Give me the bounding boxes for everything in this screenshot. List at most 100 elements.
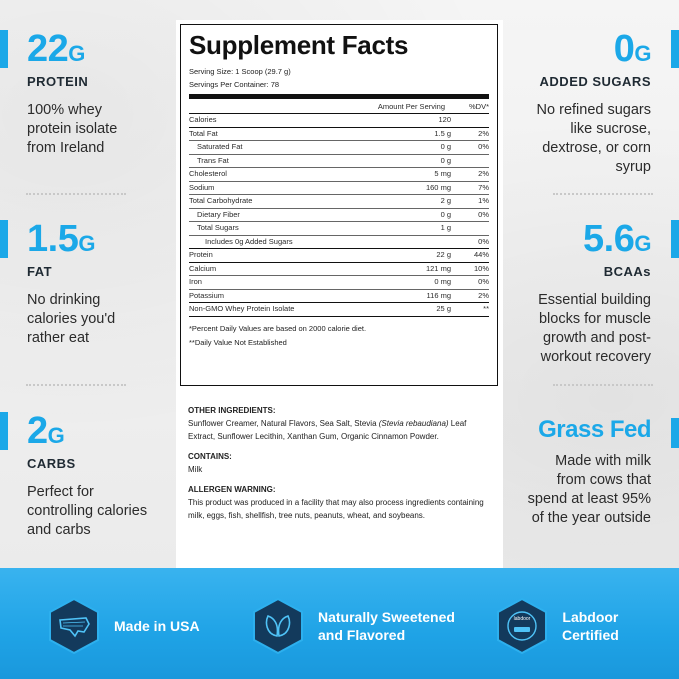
nutrient-amount: 25 g <box>436 304 451 313</box>
label-panel: Supplement Facts Serving Size: 1 Scoop (… <box>176 20 503 570</box>
stat-value: 5.6 <box>583 218 635 260</box>
nutrient-name: Total Fat <box>189 128 218 138</box>
stat-unit: G <box>47 423 65 448</box>
stat-desc: No drinking calories you'd rather eat <box>27 292 116 346</box>
facts-row: Includes 0g Added Sugars 0% <box>189 236 489 249</box>
facts-row: Cholesterol 5 mg 2% <box>189 168 489 182</box>
divider <box>189 94 489 99</box>
nutrient-amount: 160 mg <box>425 182 451 192</box>
nutrient-amount <box>391 236 451 249</box>
nutrient-dv: 10% <box>473 263 489 273</box>
badge-label: Made in USA <box>114 618 200 634</box>
nutrient-dv: ** <box>483 304 489 313</box>
stat-value: Grass Fed <box>538 416 651 443</box>
facts-header: Amount Per Serving %DV* <box>189 99 489 114</box>
stat-desc: No refined sugars like sucrose, dextrose, … <box>536 102 651 175</box>
stat-unit: G <box>68 41 85 66</box>
stat-value: 2 <box>27 410 48 452</box>
leaf-icon <box>252 598 304 654</box>
svg-text:labdoor: labdoor <box>514 616 531 622</box>
nutrient-name: Potassium <box>189 290 225 300</box>
stat-fat: 1.5G FAT No drinking calories you'd rather… <box>0 218 187 348</box>
badge-band: Made in USA Naturally Sweetened and Flavo… <box>0 568 679 679</box>
divider <box>26 384 126 386</box>
nutrient-dv: 0% <box>478 209 489 219</box>
nutrient-dv: 2% <box>478 169 489 178</box>
stat-label: ADDED SUGARS <box>539 74 651 89</box>
nutrient-dv: 0% <box>478 236 489 246</box>
nutrient-amount: 1 g <box>440 223 451 232</box>
accent-tick <box>671 220 679 258</box>
stat-label: PROTEIN <box>27 74 89 89</box>
serving-info: Serving Size: 1 Scoop (29.7 g) Servings … <box>189 65 489 91</box>
nutrient-dv <box>451 114 489 127</box>
stat-label: FAT <box>27 264 53 279</box>
facts-row: Total Sugars 1 g <box>189 222 489 236</box>
nutrient-dv: 7% <box>478 182 489 192</box>
divider <box>553 384 653 386</box>
nutrient-dv: 44% <box>473 250 489 259</box>
nutrient-dv <box>451 222 489 235</box>
nutrient-amount: 120 <box>438 115 451 124</box>
stat-grass-fed: Grass Fed Made with milk from cows that sp… <box>481 416 679 528</box>
nutrient-name: Total Sugars <box>197 223 239 232</box>
facts-title: Supplement Facts <box>189 30 409 60</box>
stat-desc: Perfect for controlling calories and carbs <box>27 484 148 538</box>
facts-footnotes: *Percent Daily Values are based on 2000 … <box>189 323 367 347</box>
servings-per-container: Servings Per Container: 78 <box>189 80 280 89</box>
facts-row: Total Carbohydrate 2 g 1% <box>189 195 489 209</box>
nutrient-name: Saturated Fat <box>197 142 243 151</box>
accent-tick <box>671 418 679 448</box>
facts-row: Non-GMO Whey Protein Isolate 25 g ** <box>189 303 489 317</box>
supplement-facts-table: Supplement Facts Serving Size: 1 Scoop (… <box>180 24 498 386</box>
nutrient-amount: 0 mg <box>434 277 451 286</box>
nutrient-dv: 0% <box>478 142 489 151</box>
stat-unit: G <box>78 231 95 256</box>
accent-tick <box>0 412 8 450</box>
badge-made-in-usa: Made in USA <box>48 598 200 654</box>
nutrient-name: Calcium <box>189 263 217 273</box>
facts-rows: Calories 120 Total Fat 1.5 g 2% Saturated Fat… <box>189 114 489 317</box>
nutrient-dv: 1% <box>478 196 489 205</box>
stat-desc: 100% whey protein isolate from Ireland <box>27 102 118 156</box>
nutrient-dv: 2% <box>478 290 489 300</box>
nutrient-amount: 1.5 g <box>434 128 451 138</box>
other-ingredients-text: Sunflower Creamer, Natural Flavors, Sea … <box>188 419 467 441</box>
facts-row: Calcium 121 mg 10% <box>189 263 489 276</box>
nutrient-name: Iron <box>189 277 202 286</box>
nutrient-amount: 0 g <box>440 142 451 151</box>
facts-row: Protein 22 g 44% <box>189 249 489 263</box>
stat-label: CARBS <box>27 456 76 471</box>
nutrient-name: Protein <box>189 250 213 259</box>
nutrient-name: Total Carbohydrate <box>189 196 253 205</box>
nutrient-amount: 116 mg <box>426 290 451 300</box>
contains-text: Milk <box>188 465 203 474</box>
nutrient-name: Trans Fat <box>197 155 229 165</box>
allergen-text: This product was produced in a facility … <box>188 498 484 520</box>
facts-row: Saturated Fat 0 g 0% <box>189 141 489 155</box>
nutrient-dv: 2% <box>478 128 489 138</box>
badge-label: Labdoor Certified <box>562 609 619 643</box>
stat-value: 0 <box>613 28 635 70</box>
accent-tick <box>0 30 8 68</box>
nutrient-name: Calories <box>189 115 217 124</box>
stat-label: BCAAs <box>603 264 651 279</box>
nutrient-amount: 22 g <box>436 250 451 259</box>
contains-title: CONTAINS: <box>188 452 232 461</box>
stat-added-sugars: 0G ADDED SUGARS No refined sugars like su… <box>491 28 679 177</box>
nutrient-name: Includes 0g Added Sugars <box>205 236 293 246</box>
serving-size: Serving Size: 1 Scoop (29.7 g) <box>189 67 291 76</box>
badge-naturally-sweetened: Naturally Sweetened and Flavored <box>252 598 455 654</box>
ingredients-section: OTHER INGREDIENTS: Sunflower Creamer, Na… <box>188 404 493 522</box>
facts-row: Potassium 116 mg 2% <box>189 290 489 303</box>
accent-tick <box>0 220 8 258</box>
facts-row: Total Fat 1.5 g 2% <box>189 128 489 141</box>
nutrient-dv: 0% <box>478 277 489 286</box>
accent-tick <box>671 30 679 68</box>
stat-bcaas: 5.6G BCAAs Essential building blocks for … <box>491 218 679 367</box>
badge-labdoor-certified: labdoor Labdoor Certified <box>496 598 619 654</box>
nutrient-amount: 2 g <box>440 196 451 205</box>
stat-value: 1.5 <box>27 218 79 260</box>
nutrient-name: Dietary Fiber <box>197 209 240 219</box>
nutrient-name: Sodium <box>189 182 215 192</box>
